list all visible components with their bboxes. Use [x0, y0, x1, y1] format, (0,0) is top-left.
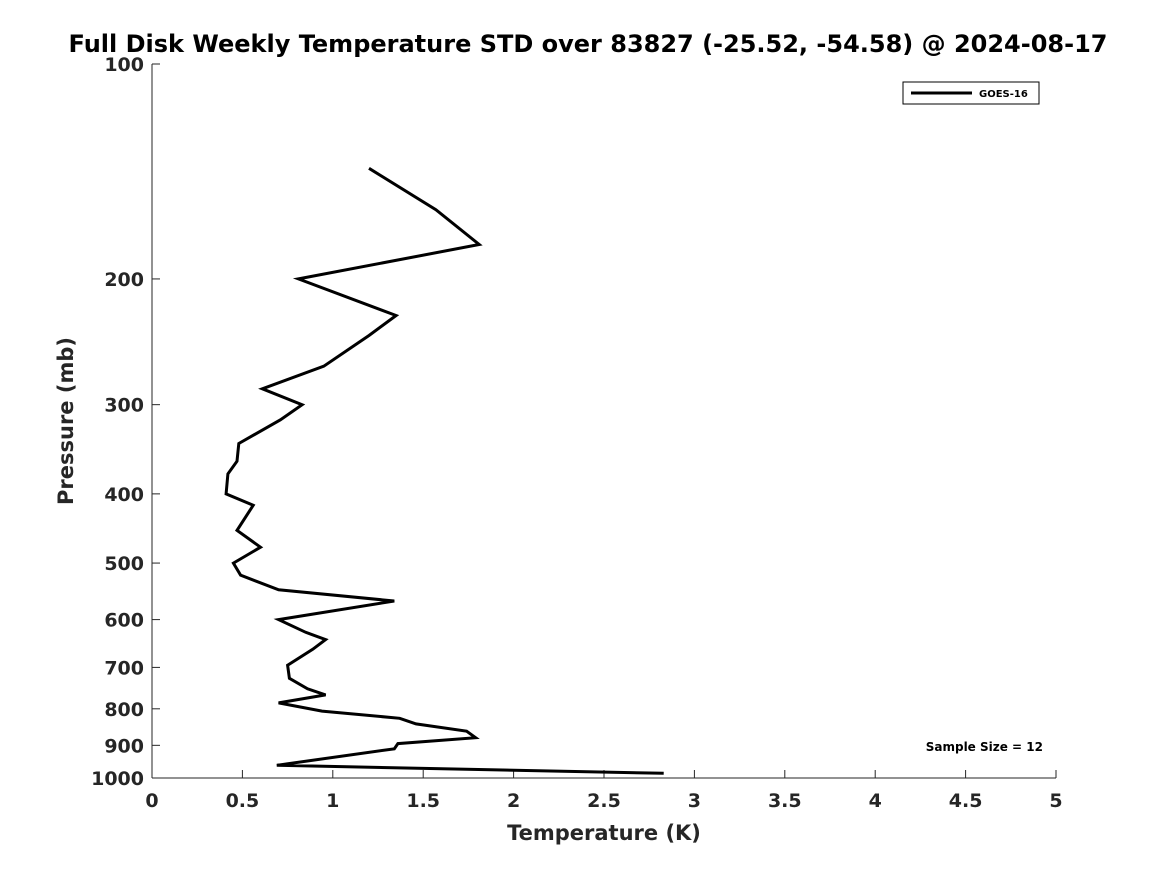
y-tick-label: 600	[104, 610, 144, 632]
x-tick-label: 1	[326, 790, 339, 812]
legend: GOES-16	[902, 81, 1040, 105]
x-axis-ticks: 0 0.5 1 1.5 2 2.5 3 3.5 4 4.5 5	[145, 770, 1063, 812]
x-tick-label: 4.5	[949, 790, 983, 812]
y-tick-label: 900	[104, 735, 144, 757]
y-axis-ticks: 100 200 300 400 500 600 700 800 900 1000	[91, 54, 160, 790]
series-line-goes-16	[224, 167, 664, 775]
x-tick-label: 3.5	[768, 790, 802, 812]
x-axis-label: Temperature (K)	[507, 821, 701, 845]
chart-title: Full Disk Weekly Temperature STD over 83…	[69, 30, 1108, 58]
x-tick-label: 5	[1049, 790, 1062, 812]
y-tick-label: 100	[104, 54, 144, 76]
x-tick-label: 3	[688, 790, 701, 812]
x-tick-label: 0.5	[226, 790, 260, 812]
x-tick-label: 4	[869, 790, 882, 812]
y-tick-label: 800	[104, 699, 144, 721]
y-tick-label: 500	[104, 553, 144, 575]
y-tick-label: 200	[104, 269, 144, 291]
y-tick-label: 400	[104, 484, 144, 506]
x-tick-label: 0	[145, 790, 158, 812]
x-tick-label: 1.5	[406, 790, 440, 812]
plot-area: 0 0.5 1 1.5 2 2.5 3 3.5 4 4.5 5 100 200 300 400 500 600…	[91, 54, 1063, 812]
y-tick-label: 300	[104, 395, 144, 417]
x-tick-label: 2.5	[587, 790, 621, 812]
y-tick-label: 700	[104, 657, 144, 679]
y-tick-label: 1000	[91, 768, 144, 790]
legend-label-goes-16: GOES-16	[979, 89, 1028, 100]
x-tick-label: 2	[507, 790, 520, 812]
sample-size-annotation: Sample Size = 12	[926, 740, 1043, 754]
y-axis-label: Pressure (mb)	[54, 337, 78, 505]
series-layer	[224, 167, 664, 775]
